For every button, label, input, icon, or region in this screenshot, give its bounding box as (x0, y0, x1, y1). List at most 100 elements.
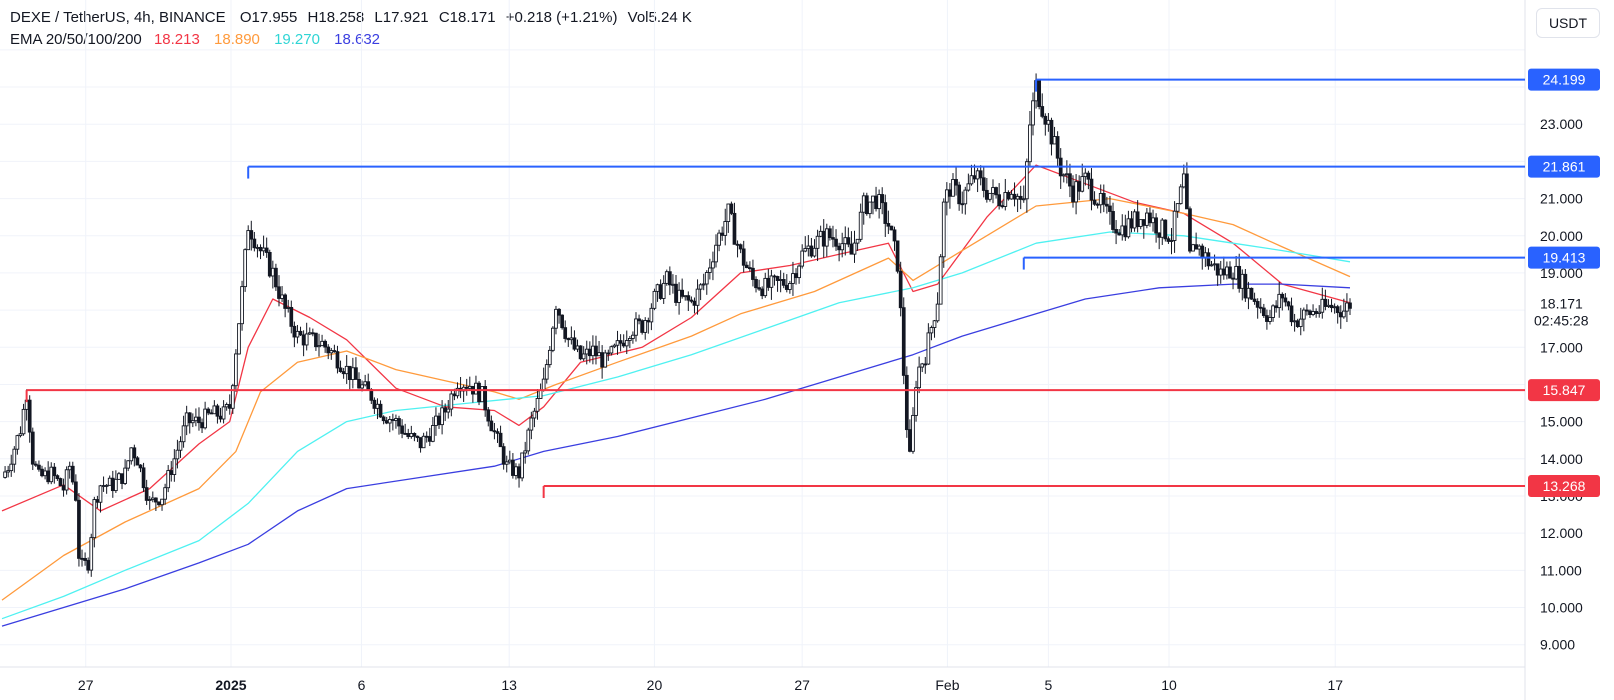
candle-body (1228, 266, 1232, 279)
candle-body (495, 431, 500, 434)
candle-body (178, 441, 183, 451)
candle-body (535, 398, 540, 412)
symbol-title[interactable]: DEXE / TetherUS, 4h, BINANCE (10, 9, 226, 26)
candle-body (711, 261, 715, 269)
candle-body (514, 466, 518, 476)
candle-body (492, 430, 497, 433)
candle-body (615, 340, 620, 346)
candle-body (609, 346, 614, 354)
candle-body (1246, 287, 1251, 299)
candle-body (923, 363, 928, 366)
candle-body (735, 243, 740, 246)
candle-body (1206, 252, 1211, 267)
level-price-badge (1528, 379, 1600, 402)
candle-body (1132, 211, 1137, 229)
candle-body (1172, 210, 1177, 241)
candle-body (852, 242, 857, 255)
candle-body (948, 189, 952, 197)
candle-body (892, 229, 897, 242)
candle-body (181, 425, 186, 443)
candle-body (209, 412, 214, 415)
ema20-value: 18.213 (153, 31, 200, 48)
candle-body (1255, 301, 1260, 308)
candle-body (1261, 307, 1266, 317)
currency-button[interactable]: USDT (1536, 8, 1600, 38)
candle-body (498, 432, 503, 448)
candle-body (58, 478, 63, 487)
candle-body (631, 334, 635, 339)
candle-body (1163, 219, 1168, 240)
candle-body (194, 416, 198, 422)
candle-body (1249, 287, 1254, 300)
candle-body (310, 332, 315, 335)
ema200-line (1, 283, 1351, 627)
candle-body (270, 267, 275, 277)
candle-body (455, 387, 460, 397)
candle-body (1012, 193, 1017, 200)
candle-body (277, 286, 281, 299)
candle-body (1289, 305, 1294, 323)
candle-body (301, 334, 306, 346)
candle-body (15, 435, 20, 450)
candle-body (1046, 119, 1051, 125)
level-price-badge (1528, 68, 1600, 91)
candle-body (566, 338, 571, 341)
candle-body (1314, 311, 1318, 314)
candle-body (526, 429, 531, 452)
candle-body (800, 250, 805, 267)
candle-body (286, 306, 291, 309)
candle-body (1154, 217, 1158, 234)
candle-body (261, 247, 266, 252)
candle-body (664, 271, 669, 284)
candle-body (1126, 218, 1131, 238)
candle-body (474, 382, 478, 395)
candle-body (1277, 293, 1282, 309)
candle-body (831, 237, 835, 240)
candle-body (1338, 312, 1343, 318)
candle-body (966, 183, 971, 191)
candle-body (317, 345, 321, 348)
candle-body (655, 284, 660, 292)
candle-body (1326, 304, 1331, 307)
candle-body (846, 237, 851, 245)
candle-body (147, 499, 152, 501)
candle-body (981, 177, 986, 191)
candle-body (83, 558, 87, 561)
candle-body (957, 184, 961, 205)
candle-body (110, 477, 115, 492)
candle-body (477, 382, 481, 403)
candle-body (74, 481, 78, 501)
candle-body (581, 353, 586, 360)
candle-body (886, 223, 891, 227)
candle-body (729, 203, 734, 214)
candle-body (1000, 205, 1005, 208)
candle-body (1006, 192, 1011, 200)
candle-body (1141, 219, 1146, 226)
candle-body (1329, 304, 1334, 309)
price-tick-label: 23.000 (1540, 116, 1583, 132)
candle-body (335, 351, 340, 369)
candle-body (95, 499, 100, 503)
candle-body (227, 404, 232, 409)
candle-body (529, 417, 534, 431)
candle-body (667, 271, 672, 286)
candle-body (849, 243, 854, 255)
candle-body (46, 470, 51, 483)
candle-body (751, 267, 755, 280)
candle-body (963, 189, 968, 205)
candle-body (295, 330, 300, 338)
candle-body (624, 340, 629, 347)
candle-body (1108, 205, 1112, 212)
current-price-label: 18.171 (1540, 296, 1583, 312)
price-tick-label: 20.000 (1540, 228, 1583, 244)
candle-body (1215, 263, 1220, 276)
candle-body (1157, 232, 1162, 238)
candle-body (138, 464, 143, 469)
candle-body (107, 477, 112, 486)
candle-body (1320, 298, 1325, 313)
candle-body (760, 288, 765, 297)
candle-body (1074, 181, 1078, 203)
candle-body (926, 332, 931, 365)
ema-label[interactable]: EMA 20/50/100/200 (10, 31, 142, 48)
